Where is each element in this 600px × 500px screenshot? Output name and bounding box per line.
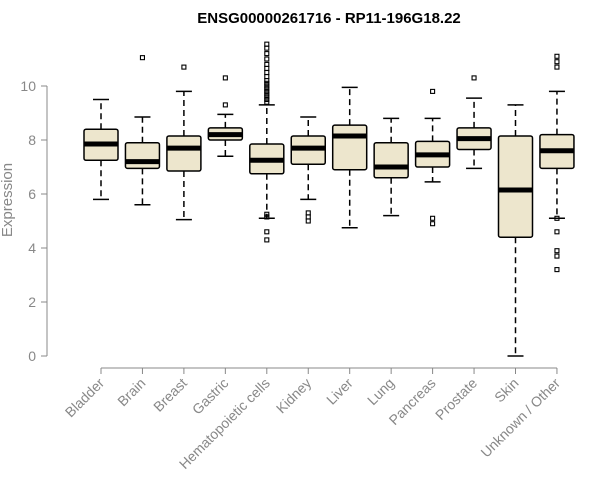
x-tick-label: Lung [364,375,397,408]
box-iqr [331,124,368,171]
outlier-point [264,88,270,94]
x-tick-label: Liver [323,375,356,408]
outlier-point [139,55,145,61]
outlier-point [305,214,311,220]
outlier-point [430,221,436,227]
outlier-point [222,102,228,108]
box-prostate [456,75,492,170]
box-brain [124,55,161,206]
outlier-point [264,45,270,51]
outlier-point [264,96,270,103]
outlier-point [430,88,436,94]
box-series [83,41,575,357]
outlier-point [264,56,270,62]
box-iqr [166,135,202,172]
outlier-point [264,83,270,89]
box-unknown-other [539,53,575,273]
outlier-point [554,229,560,235]
box-lung [373,117,409,217]
outlier-point [554,59,560,65]
y-axis: 0 2 4 6 8 10 [20,78,48,364]
outlier-point [264,41,270,47]
outlier-point [554,64,560,70]
box-breast [166,64,202,221]
box-kidney [290,116,326,224]
outlier-point [554,215,560,221]
outlier-point [264,94,270,100]
x-tick-label: Brain [114,375,148,409]
x-tick-label: Kidney [273,375,315,417]
outlier-point [264,61,270,67]
outlier-point [264,86,270,92]
outlier-point [305,218,311,224]
box-iqr [373,141,409,179]
x-tick-label: Prostate [432,375,480,423]
box-skin [497,104,534,357]
outlier-point [554,248,560,254]
outlier-point [264,51,270,57]
outlier-point [554,53,560,59]
y-tick-label: 0 [28,348,36,364]
y-tick-label: 2 [28,294,36,310]
outlier-point [264,237,270,243]
box-hematopoietic-cells [249,41,285,243]
y-tick-label: 4 [28,240,36,256]
outlier-point [264,229,270,235]
outlier-point [264,211,270,217]
outlier-point [264,214,270,220]
x-tick-label: Bladder [62,375,108,421]
outlier-point [264,91,270,97]
box-iqr [497,135,534,238]
outlier-point [264,65,270,71]
y-tick-label: 8 [28,132,36,148]
box-bladder [83,98,119,201]
outlier-point [264,99,270,105]
chart-title: ENSG00000261716 - RP11-196G18.22 [197,10,461,27]
outlier-point [222,75,228,81]
x-tick-label: Skin [491,375,522,406]
outlier-point [264,78,270,84]
outlier-point [264,74,270,80]
y-axis-label: Expression [0,163,16,237]
y-tick-label: 10 [20,78,36,94]
box-liver [331,86,368,229]
outlier-point [264,80,270,86]
outlier-point [430,215,436,221]
outlier-point [554,267,560,273]
box-pancreas [414,88,451,227]
outlier-point [554,253,560,259]
outlier-point [305,210,311,216]
y-tick-label: 6 [28,186,36,202]
x-tick-label: Breast [150,375,190,415]
box-gastric [207,75,244,157]
outlier-point [471,75,477,81]
outlier-point [264,69,270,76]
box-iqr [124,141,161,170]
x-tick-label: Unknown / Other [477,375,563,461]
outlier-point [181,64,187,70]
